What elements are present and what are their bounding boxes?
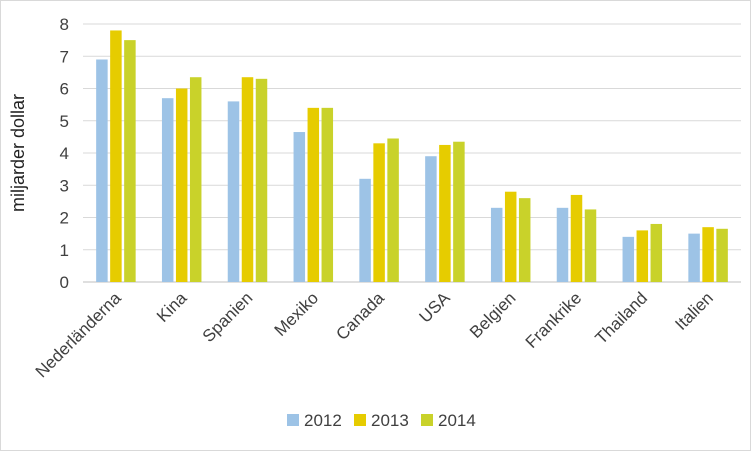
bar-2013-spanien [241,77,254,283]
bar-2013-frankrike [570,194,583,282]
bar-2012-frankrike [556,207,569,282]
bar-2014-nederländerna [124,40,136,282]
y-tick-label: 4 [60,144,69,163]
y-tick-label: 8 [60,15,69,34]
bar-2012-spanien [227,101,240,283]
y-tick-label: 7 [60,47,69,66]
x-tick-label: Thailand [592,288,652,348]
x-tick-label: Nederländerna [32,288,125,381]
bar-2014-spanien [255,78,268,282]
y-tick-label: 1 [60,241,69,260]
bar-2014-mexiko [321,107,334,282]
y-tick-label: 0 [60,273,69,292]
bar-2012-thailand [622,236,635,282]
y-axis-label: miljarder dollar [8,94,28,212]
bar-2014-italien [716,228,728,282]
bar-2013-belgien [504,191,517,282]
bar-2014-usa [453,141,465,282]
bar-2012-italien [688,233,700,282]
bar-2012-usa [425,156,437,282]
x-tick-label: Italien [671,288,717,334]
x-tick-label: Kina [153,288,191,326]
legend-label: 2014 [438,411,476,430]
bar-2014-kina [189,77,202,283]
legend-swatch-2013 [354,414,366,426]
bar-2013-mexiko [307,107,320,282]
bar-2014-belgien [518,198,531,282]
x-tick-label: Canada [332,288,388,344]
y-tick-label: 3 [60,176,69,195]
x-tick-label: USA [416,288,455,327]
legend-label: 2012 [304,411,342,430]
bars [96,30,728,283]
bar-2013-italien [702,227,714,282]
y-axis-ticks: 0 1 2 3 4 5 6 7 8 [60,15,69,292]
bar-2012-kina [161,98,174,282]
bar-2013-usa [439,144,451,282]
x-tick-label: Spanien [199,288,257,346]
x-axis-ticks: Nederländerna Kina Spanien Mexiko Canada USA B… [32,288,717,381]
bar-2013-kina [175,88,188,282]
bar-2012-mexiko [293,132,306,282]
legend: 2012 2013 2014 [287,411,476,430]
bar-2014-canada [387,138,399,282]
bar-2012-nederländerna [96,59,108,282]
bar-2014-thailand [650,223,663,282]
x-tick-label: Frankrike [522,288,586,352]
bar-2014-frankrike [584,209,597,282]
bar-2013-thailand [636,230,649,282]
x-tick-label: Mexiko [271,288,323,340]
x-tick-label: Belgien [466,288,520,342]
bar-2013-canada [373,143,385,282]
bar-2012-canada [359,178,371,282]
legend-swatch-2012 [287,414,299,426]
legend-swatch-2014 [421,414,433,426]
y-tick-label: 2 [60,209,69,228]
legend-label: 2013 [371,411,409,430]
y-tick-label: 5 [60,112,69,131]
y-tick-label: 6 [60,80,69,99]
bar-2013-nederländerna [110,30,122,283]
bar-2012-belgien [490,207,503,282]
